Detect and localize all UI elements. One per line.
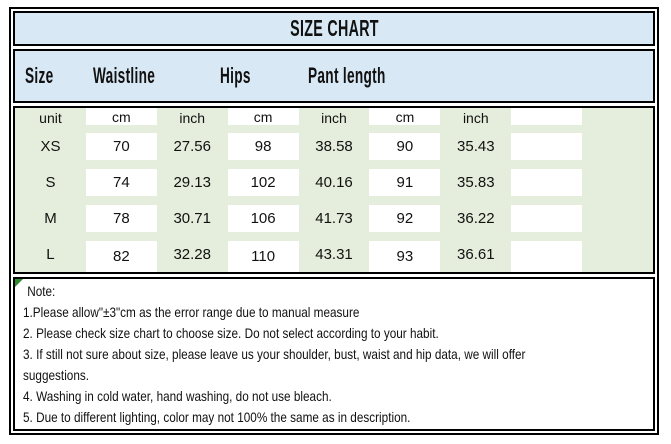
value-cell: 82	[85, 236, 157, 272]
size-chart-title: SIZE CHART	[289, 15, 379, 41]
unit-label-cell: unit	[39, 110, 62, 126]
empty-cell	[582, 108, 653, 128]
value-cell: 32.28	[173, 245, 211, 263]
value-cell: 102	[227, 164, 299, 200]
value-cell: 35.83	[457, 173, 495, 191]
value-cell: 41.73	[315, 209, 353, 227]
value-cell: 43.31	[315, 245, 353, 263]
value-cell: 29.13	[173, 173, 211, 191]
value-cell: 27.56	[173, 137, 211, 155]
header-waistline: Waistline	[93, 63, 156, 88]
size-header-row: Size Waistline Hips Pant length	[13, 49, 655, 103]
note-title: Note:	[27, 283, 56, 299]
empty-cell	[511, 128, 583, 164]
cell-error-indicator-icon	[15, 279, 23, 287]
empty-cell	[582, 200, 653, 236]
unit-cell-waist-cm: cm	[85, 108, 157, 128]
empty-cell	[582, 128, 653, 164]
empty-cell	[582, 164, 653, 200]
empty-cell	[511, 200, 583, 236]
size-chart-outer-frame: SIZE CHART Size Waistline Hips Pant leng…	[9, 7, 659, 435]
size-cell: M	[44, 209, 57, 227]
table-row-m: M 78 30.71 106 41.73 92 36.22	[15, 200, 653, 236]
unit-cell-length-cm: cm	[369, 108, 441, 128]
value-cell: 110	[227, 236, 299, 272]
value-cell: 36.22	[457, 209, 495, 227]
unit-row: unit cm inch cm inch cm inch	[15, 108, 653, 128]
note-line-3: 3. If still not sure about size, please …	[23, 346, 526, 362]
note-box: Note: 1.Please allow"±3"cm as the error …	[13, 277, 655, 431]
value-cell: 74	[85, 164, 157, 200]
unit-cell-length-inch: inch	[462, 110, 489, 126]
value-cell: 106	[227, 200, 299, 236]
unit-cell-hips-inch: inch	[321, 110, 347, 126]
table-row-l: L 82 32.28 110 43.31 93 36.61	[15, 236, 653, 272]
header-hips: Hips	[220, 63, 251, 88]
size-chart-title-box: SIZE CHART	[13, 11, 655, 46]
empty-cell	[511, 108, 583, 128]
value-cell: 40.16	[315, 173, 353, 191]
empty-cell	[511, 164, 583, 200]
value-cell: 35.43	[457, 137, 495, 155]
note-line-1: 1.Please allow"±3"cm as the error range …	[23, 304, 360, 320]
header-pant-length: Pant length	[308, 63, 386, 88]
value-cell: 93	[369, 236, 441, 272]
value-cell: 38.58	[315, 137, 353, 155]
value-cell: 92	[369, 200, 441, 236]
header-size: Size	[25, 63, 54, 88]
empty-cell	[582, 236, 653, 272]
table-row-s: S 74 29.13 102 40.16 91 35.83	[15, 164, 653, 200]
unit-cell-hips-cm: cm	[227, 108, 299, 128]
note-line-3-cont: suggestions.	[23, 367, 90, 383]
note-line-2: 2. Please check size chart to choose siz…	[23, 325, 439, 341]
size-cell: XS	[40, 137, 61, 155]
value-cell: 30.71	[173, 209, 211, 227]
size-cell: S	[45, 173, 56, 191]
table-row-xs: XS 70 27.56 98 38.58 90 35.43	[15, 128, 653, 164]
note-line-5: 5. Due to different lighting, color may …	[23, 409, 411, 425]
value-cell: 78	[85, 200, 157, 236]
value-cell: 36.61	[457, 245, 495, 263]
value-cell: 98	[227, 128, 299, 164]
value-cell: 70	[85, 128, 157, 164]
note-line-4: 4. Washing in cold water, hand washing, …	[23, 388, 332, 404]
unit-cell-waist-inch: inch	[179, 110, 206, 126]
empty-cell	[511, 236, 583, 272]
value-cell: 91	[369, 164, 441, 200]
value-cell: 90	[369, 128, 441, 164]
size-cell: L	[46, 245, 55, 263]
size-table-body: unit cm inch cm inch cm inch XS 70 27.56…	[13, 106, 655, 274]
